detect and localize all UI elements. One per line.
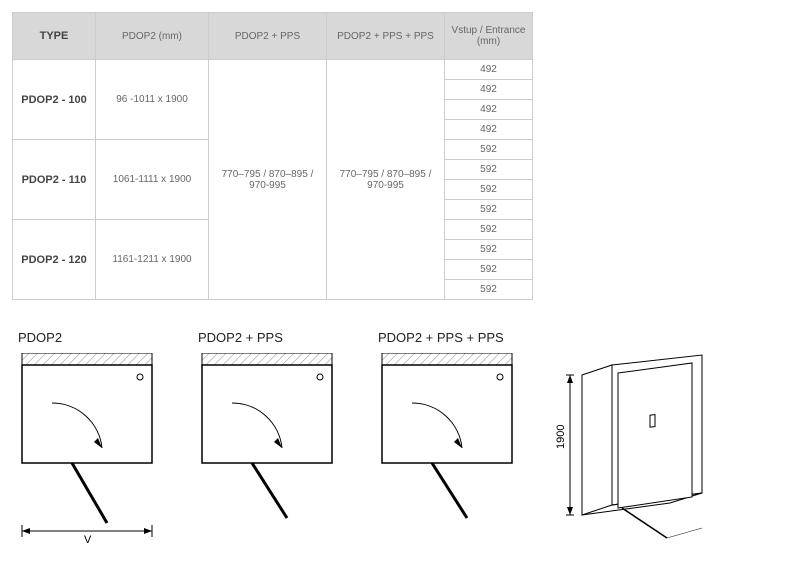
col-pdop2: PDOP2 (mm) [96,13,209,60]
diagram-title: PDOP2 [18,330,62,345]
plan-svg [192,353,352,523]
entrance-cell: 592 [445,140,533,160]
entrance-cell: 592 [445,260,533,280]
entrance-cell: 492 [445,60,533,80]
col-pps2: PDOP2 + PPS + PPS [327,13,445,60]
entrance-cell: 592 [445,220,533,240]
entrance-cell: 592 [445,200,533,220]
entrance-cell: 492 [445,100,533,120]
diagram-pdop2-pps: PDOP2 + PPS [192,330,352,523]
type-cell: PDOP2 - 100 [13,60,96,140]
entrance-cell: 592 [445,240,533,260]
diagram-pdop2: PDOP2 V [12,330,172,543]
diagram-title [558,330,562,345]
table-row: PDOP2 - 100 96 -1011 x 1900 770–795 / 87… [13,60,533,80]
plan-svg [372,353,532,523]
diagram-isometric: 1900 [552,330,732,553]
entrance-cell: 492 [445,80,533,100]
iso-svg: 1900 [552,353,732,553]
type-cell: PDOP2 - 120 [13,220,96,300]
height-label: 1900 [555,425,567,449]
diagram-title: PDOP2 + PPS [198,330,283,345]
dim-label: V [84,534,92,543]
plan-svg: V [12,353,172,543]
entrance-cell: 592 [445,160,533,180]
col-type: TYPE [13,13,96,60]
pps-merged-cell: 770–795 / 870–895 / 970-995 [209,60,327,300]
dim-cell: 96 -1011 x 1900 [96,60,209,140]
table-header-row: TYPE PDOP2 (mm) PDOP2 + PPS PDOP2 + PPS … [13,13,533,60]
pps2-merged-cell: 770–795 / 870–895 / 970-995 [327,60,445,300]
type-cell: PDOP2 - 110 [13,140,96,220]
dim-cell: 1161-1211 x 1900 [96,220,209,300]
diagrams-row: PDOP2 V PDO [12,330,788,553]
diagram-title: PDOP2 + PPS + PPS [378,330,504,345]
entrance-cell: 492 [445,120,533,140]
entrance-cell: 592 [445,280,533,300]
col-entrance: Vstup / Entrance (mm) [445,13,533,60]
entrance-cell: 592 [445,180,533,200]
spec-table: TYPE PDOP2 (mm) PDOP2 + PPS PDOP2 + PPS … [12,12,533,300]
spec-table-wrap: TYPE PDOP2 (mm) PDOP2 + PPS PDOP2 + PPS … [12,12,788,300]
col-pps: PDOP2 + PPS [209,13,327,60]
dim-cell: 1061-1111 x 1900 [96,140,209,220]
diagram-pdop2-pps-pps: PDOP2 + PPS + PPS [372,330,532,523]
